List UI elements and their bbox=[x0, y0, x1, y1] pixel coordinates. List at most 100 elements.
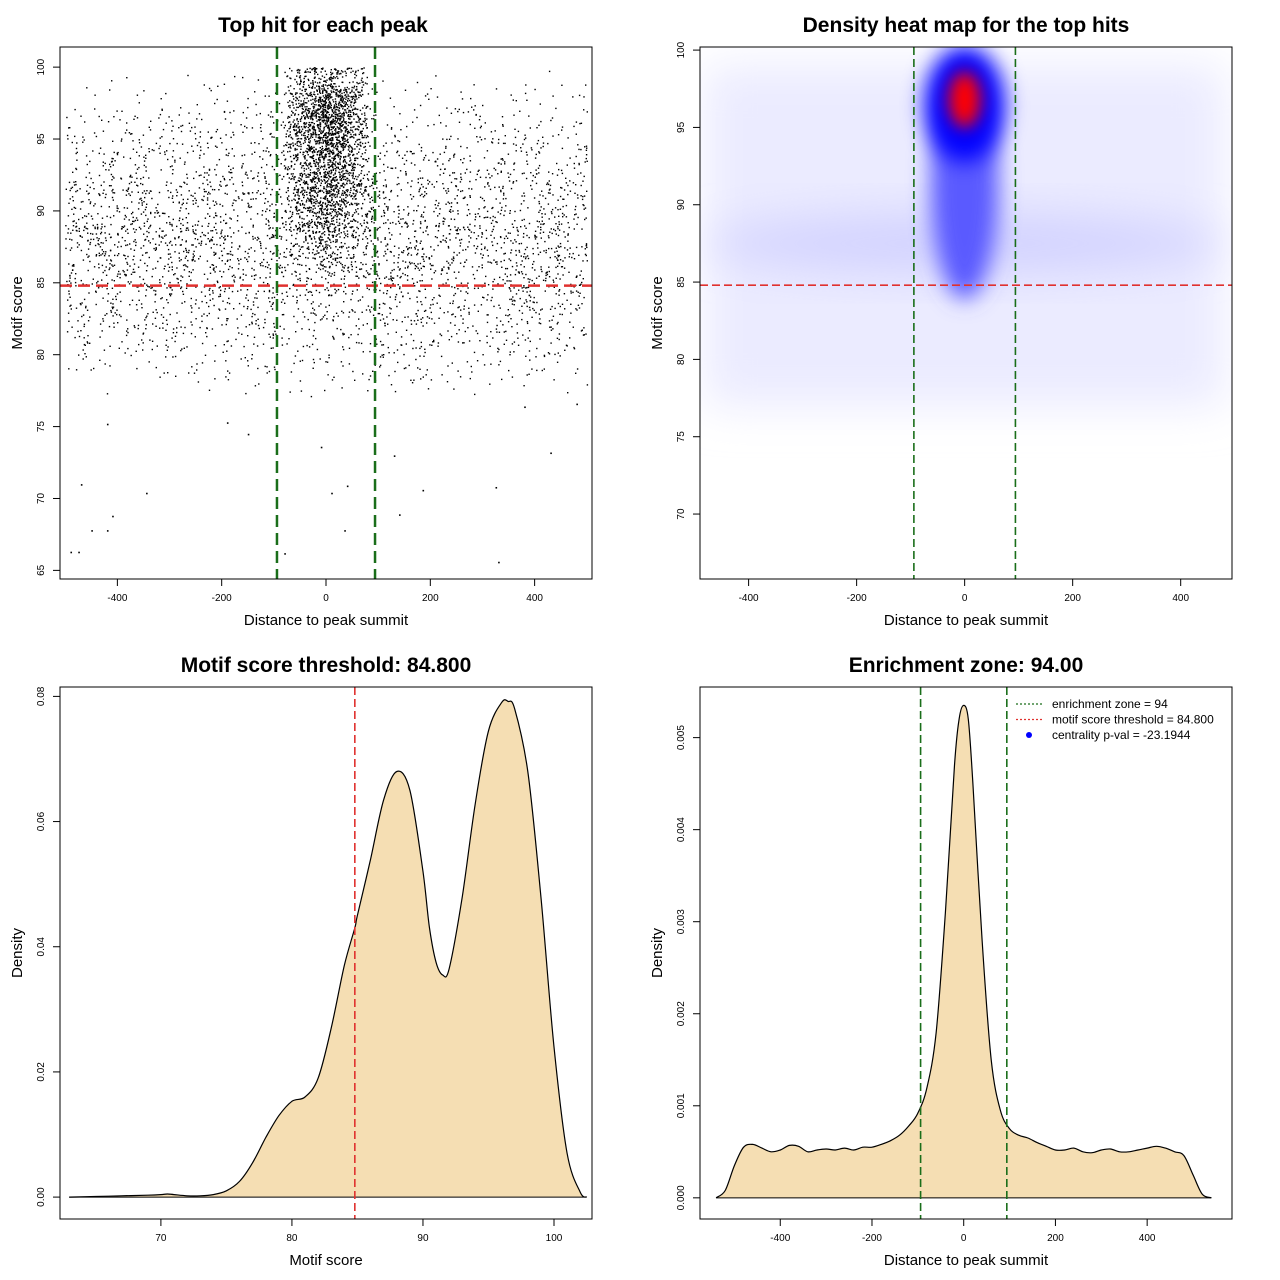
scatter-point bbox=[524, 225, 526, 227]
scatter-point bbox=[338, 104, 340, 106]
scatter-point bbox=[480, 253, 482, 255]
scatter-point bbox=[233, 308, 235, 310]
scatter-point bbox=[341, 113, 343, 115]
scatter-point bbox=[139, 259, 142, 261]
scatter-point bbox=[324, 84, 327, 86]
scatter-point bbox=[360, 185, 362, 187]
scatter-point bbox=[330, 79, 332, 81]
scatter-point bbox=[582, 278, 584, 280]
scatter-point bbox=[295, 159, 298, 162]
scatter-point bbox=[550, 247, 553, 250]
scatter-point bbox=[307, 318, 309, 321]
scatter-point bbox=[296, 144, 298, 147]
scatter-point bbox=[101, 249, 103, 251]
scatter-point bbox=[362, 81, 364, 83]
scatter-point bbox=[311, 220, 313, 223]
scatter-point bbox=[347, 155, 349, 157]
scatter-point bbox=[318, 179, 320, 181]
scatter-point bbox=[510, 298, 513, 300]
scatter-point bbox=[164, 283, 166, 285]
scatter-point bbox=[130, 354, 132, 357]
scatter-point bbox=[538, 221, 540, 223]
scatter-point bbox=[324, 116, 326, 119]
scatter-point bbox=[110, 260, 113, 262]
scatter-point bbox=[474, 393, 476, 396]
scatter-point bbox=[529, 290, 531, 293]
scatter-point bbox=[516, 226, 518, 229]
scatter-point bbox=[396, 349, 399, 351]
scatter-point bbox=[343, 97, 345, 99]
scatter-point bbox=[335, 290, 338, 292]
scatter-point bbox=[282, 150, 285, 152]
scatter-point bbox=[181, 276, 184, 278]
scatter-point bbox=[321, 212, 323, 214]
scatter-point bbox=[367, 141, 370, 144]
scatter-point bbox=[314, 87, 316, 89]
scatter-point bbox=[362, 202, 364, 205]
scatter-point bbox=[403, 250, 405, 252]
scatter-point bbox=[304, 127, 306, 129]
scatter-point bbox=[286, 248, 288, 250]
scatter-point bbox=[294, 93, 297, 96]
scatter-point bbox=[144, 239, 146, 241]
scatter-point bbox=[513, 341, 516, 343]
scatter-point bbox=[338, 131, 340, 133]
scatter-point bbox=[162, 322, 164, 324]
scatter-point bbox=[460, 190, 462, 193]
scatter-point bbox=[495, 88, 498, 90]
scatter-point bbox=[450, 112, 453, 114]
scatter-point bbox=[211, 188, 214, 191]
scatter-point bbox=[422, 265, 424, 267]
scatter-point bbox=[246, 258, 248, 261]
scatter-point bbox=[319, 90, 321, 92]
scatter-point bbox=[364, 213, 367, 216]
scatter-point bbox=[391, 277, 393, 279]
scatter-point bbox=[436, 158, 439, 160]
scatter-point bbox=[323, 175, 325, 177]
scatter-point bbox=[442, 220, 444, 223]
scatter-point bbox=[421, 256, 423, 258]
scatter-point bbox=[548, 70, 551, 73]
scatter-point bbox=[98, 267, 100, 269]
scatter-point bbox=[271, 303, 274, 305]
scatter-point bbox=[302, 202, 304, 205]
scatter-point bbox=[161, 230, 163, 232]
scatter-point bbox=[387, 346, 389, 349]
scatter-point bbox=[422, 256, 424, 258]
scatter-point bbox=[319, 152, 321, 154]
scatter-point bbox=[153, 247, 155, 250]
scatter-point bbox=[422, 186, 424, 188]
scatter-point bbox=[158, 147, 160, 150]
scatter-point bbox=[478, 119, 481, 121]
scatter-point bbox=[558, 333, 561, 335]
scatter-point bbox=[296, 140, 299, 143]
scatter-point bbox=[548, 218, 550, 220]
scatter-point bbox=[333, 376, 335, 378]
scatter-point bbox=[284, 158, 287, 160]
scatter-point bbox=[508, 369, 510, 372]
scatter-point bbox=[299, 88, 301, 90]
scatter-point bbox=[559, 208, 562, 210]
scatter-point bbox=[104, 225, 106, 228]
scatter-point bbox=[404, 316, 406, 318]
scatter-point bbox=[344, 161, 347, 163]
scatter-point bbox=[125, 274, 127, 276]
scatter-point bbox=[325, 174, 328, 176]
scatter-point bbox=[180, 125, 182, 127]
scatter-point bbox=[257, 175, 259, 177]
scatter-point bbox=[523, 302, 526, 304]
scatter-point bbox=[70, 304, 72, 306]
scatter-point bbox=[79, 188, 81, 190]
scatter-point bbox=[77, 330, 79, 333]
scatter-point bbox=[357, 116, 360, 118]
scatter-point bbox=[194, 260, 196, 262]
scatter-point bbox=[558, 223, 560, 226]
scatter-point bbox=[504, 252, 506, 255]
scatter-point bbox=[319, 245, 321, 247]
scatter-point bbox=[390, 279, 392, 281]
scatter-point bbox=[291, 253, 293, 256]
scatter-point bbox=[207, 225, 209, 227]
scatter-point bbox=[290, 123, 292, 126]
scatter-point bbox=[180, 230, 183, 233]
scatter-point bbox=[362, 324, 364, 326]
